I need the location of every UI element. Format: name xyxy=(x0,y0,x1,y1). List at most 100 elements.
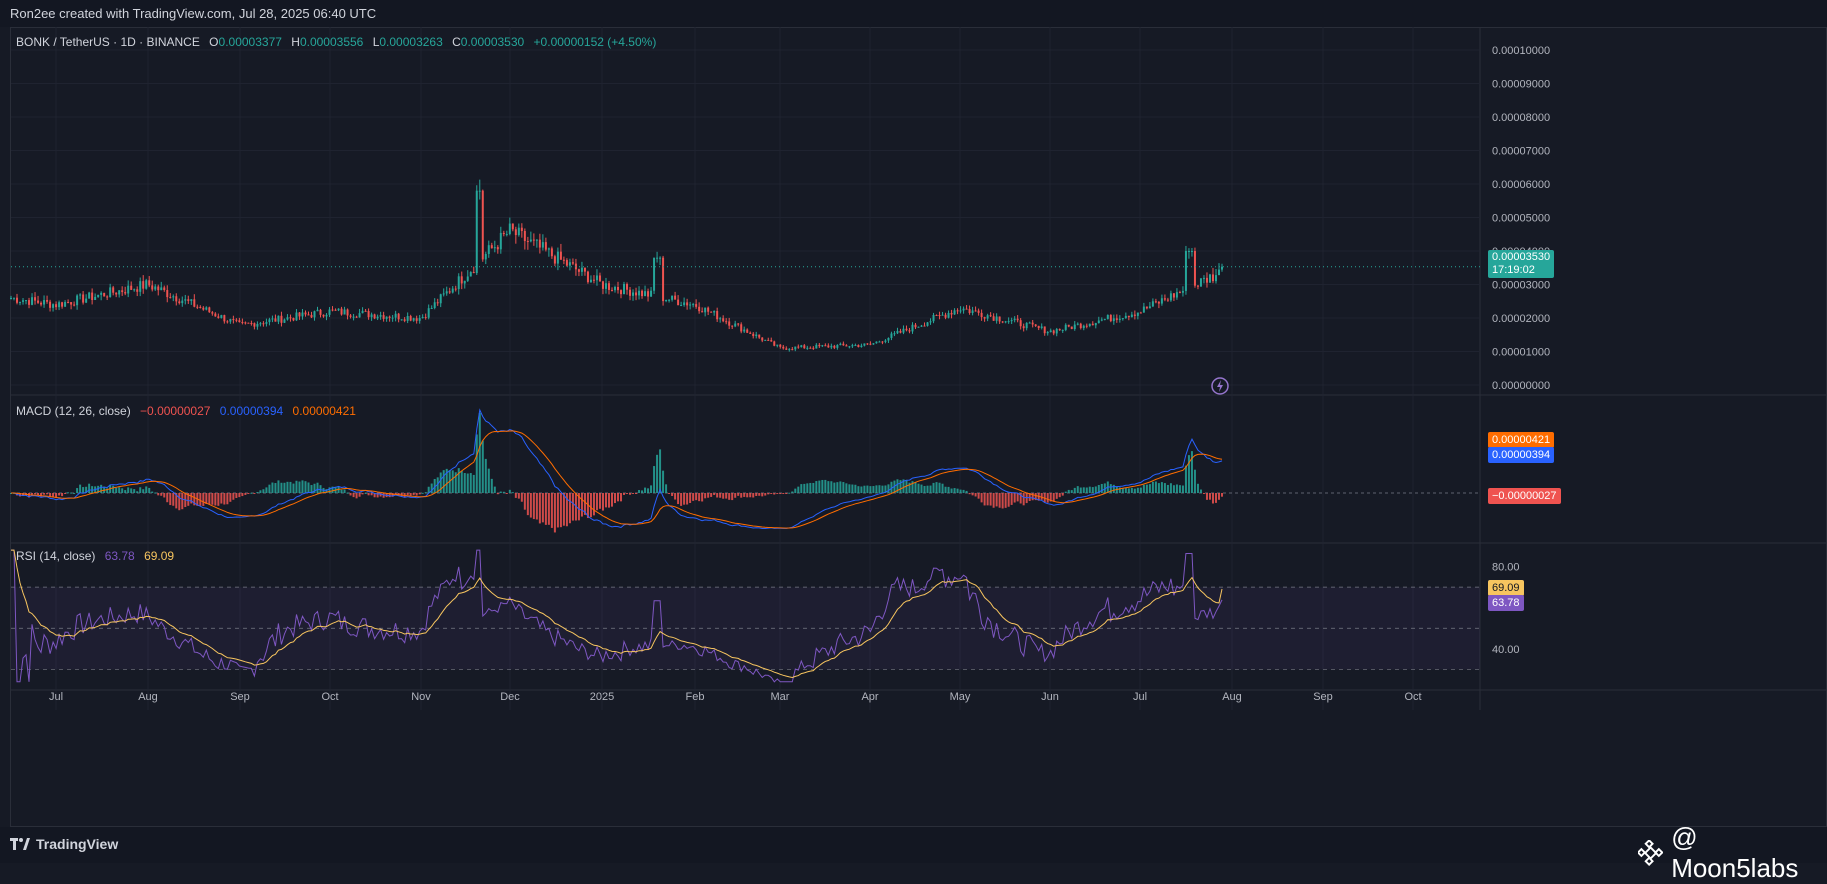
candle-body xyxy=(773,341,776,346)
macd-histogram-bar xyxy=(34,493,37,495)
candle-body xyxy=(358,313,361,318)
candle-body xyxy=(466,276,469,281)
candle-body xyxy=(376,316,379,319)
candle-body xyxy=(124,292,127,294)
candle-body xyxy=(671,295,674,300)
candle-body xyxy=(325,314,328,317)
candle-body xyxy=(770,340,773,342)
macd-title[interactable]: MACD (12, 26, close) xyxy=(16,404,131,418)
x-tick-label: May xyxy=(950,691,971,703)
alert-icon xyxy=(1211,377,1229,395)
macd-histogram-bar xyxy=(626,493,629,494)
candle-body xyxy=(914,324,917,328)
candle-body xyxy=(253,323,256,327)
macd-histogram-bar xyxy=(121,488,124,493)
macd-histogram-bar xyxy=(511,492,514,494)
macd-histogram-bar xyxy=(863,485,866,493)
rsi-tag: 63.78 xyxy=(1488,595,1524,611)
candle-body xyxy=(620,290,623,295)
macd-histogram-bar xyxy=(586,493,589,519)
candle-body xyxy=(22,300,25,302)
macd-histogram-bar xyxy=(896,479,899,493)
candle-body xyxy=(677,299,680,306)
macd-histogram-bar xyxy=(977,493,980,499)
macd-histogram-bar xyxy=(1082,487,1085,493)
macd-histogram-bar xyxy=(259,490,262,493)
macd-histogram-bar xyxy=(665,484,668,493)
macd-histogram-bar xyxy=(941,483,944,493)
macd-histogram-bar xyxy=(668,493,671,494)
rsi-title[interactable]: RSI (14, close) xyxy=(16,549,96,563)
candle-body xyxy=(1115,318,1118,320)
macd-histogram-bar xyxy=(899,480,902,493)
candle-body xyxy=(598,275,601,282)
macd-histogram-bar xyxy=(842,482,845,493)
macd-histogram-bar xyxy=(734,493,737,498)
candle-body xyxy=(1121,318,1124,320)
macd-histogram-bar xyxy=(310,485,313,493)
candle-body xyxy=(821,345,824,347)
macd-histogram-bar xyxy=(271,482,274,493)
candle-body xyxy=(995,316,998,321)
macd-histogram-bar xyxy=(1034,493,1037,501)
candle-body xyxy=(406,316,409,321)
candle-body xyxy=(589,279,592,283)
macd-histogram-bar xyxy=(629,493,632,495)
x-tick-label: Jul xyxy=(49,691,63,703)
macd-histogram-bar xyxy=(355,493,358,499)
macd-histogram-bar xyxy=(292,483,295,493)
macd-histogram-bar xyxy=(136,491,139,493)
macd-histogram-bar xyxy=(247,493,250,494)
candle-body xyxy=(547,248,550,250)
macd-histogram-bar xyxy=(49,493,52,498)
macd-histogram-bar xyxy=(1076,486,1079,493)
macd-line xyxy=(10,408,1223,529)
macd-histogram-bar xyxy=(980,493,983,503)
candle-body xyxy=(1148,306,1151,309)
candle-body xyxy=(412,318,415,321)
lightning-icon xyxy=(1217,380,1223,392)
symbol-label[interactable]: BONK / TetherUS · 1D · BINANCE xyxy=(16,35,200,49)
candle-body xyxy=(331,309,334,311)
candle-body xyxy=(133,289,136,291)
candle-body xyxy=(1133,314,1136,316)
price-tick-label: 0.00005000 xyxy=(1492,213,1550,225)
candle-body xyxy=(740,324,743,332)
macd-histogram-bar xyxy=(73,492,76,494)
macd-histogram-bar xyxy=(1019,493,1022,504)
macd-histogram-bar xyxy=(1172,485,1175,493)
macd-histogram-bar xyxy=(1142,484,1145,493)
macd-histogram-bar xyxy=(40,493,43,497)
macd-histogram-bar xyxy=(199,493,202,506)
macd-histogram-bar xyxy=(418,493,421,495)
macd-histogram-bar xyxy=(1109,484,1112,493)
candle-body xyxy=(956,310,959,312)
macd-line-tag: 0.00000394 xyxy=(1488,447,1555,463)
macd-histogram-bar xyxy=(592,493,595,516)
candle-body xyxy=(635,292,638,296)
macd-histogram-bar xyxy=(692,493,695,501)
high-label: H xyxy=(291,35,300,49)
candle-body xyxy=(623,283,626,295)
high-value: 0.00003556 xyxy=(299,35,364,49)
candle-body xyxy=(929,321,932,323)
tradingview-logo[interactable]: TradingView xyxy=(10,836,118,852)
macd-histogram-bar xyxy=(493,486,496,493)
candle-body xyxy=(1187,251,1190,252)
macd-histogram-bar xyxy=(776,493,779,494)
price-tick-label: 0.00010000 xyxy=(1492,45,1550,57)
candle-body xyxy=(586,271,589,283)
price-tick-label: 0.00000000 xyxy=(1492,380,1550,392)
candle-body xyxy=(617,286,620,291)
candle-body xyxy=(662,257,665,302)
candle-body xyxy=(493,247,496,249)
chart-canvas[interactable]: Jul Aug Sep Oct Nov Dec 2025 Feb Mar Apr May Jun Jul… xyxy=(0,0,1827,863)
price-tick-label: 0.00009000 xyxy=(1492,79,1550,91)
candle-body xyxy=(526,241,529,243)
candle-body xyxy=(484,253,487,260)
candle-body xyxy=(556,251,559,264)
candle-body xyxy=(244,322,247,324)
candle-body xyxy=(866,343,869,345)
macd-histogram-bar xyxy=(118,487,121,493)
macd-histogram-bar xyxy=(935,482,938,493)
